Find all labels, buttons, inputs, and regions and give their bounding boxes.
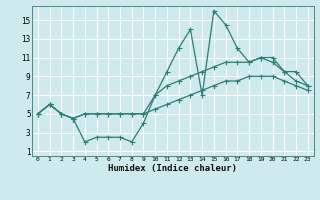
X-axis label: Humidex (Indice chaleur): Humidex (Indice chaleur) [108, 164, 237, 173]
